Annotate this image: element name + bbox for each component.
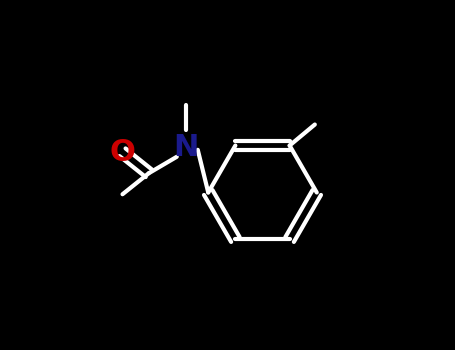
- Text: O: O: [110, 138, 136, 167]
- Text: N: N: [173, 133, 198, 161]
